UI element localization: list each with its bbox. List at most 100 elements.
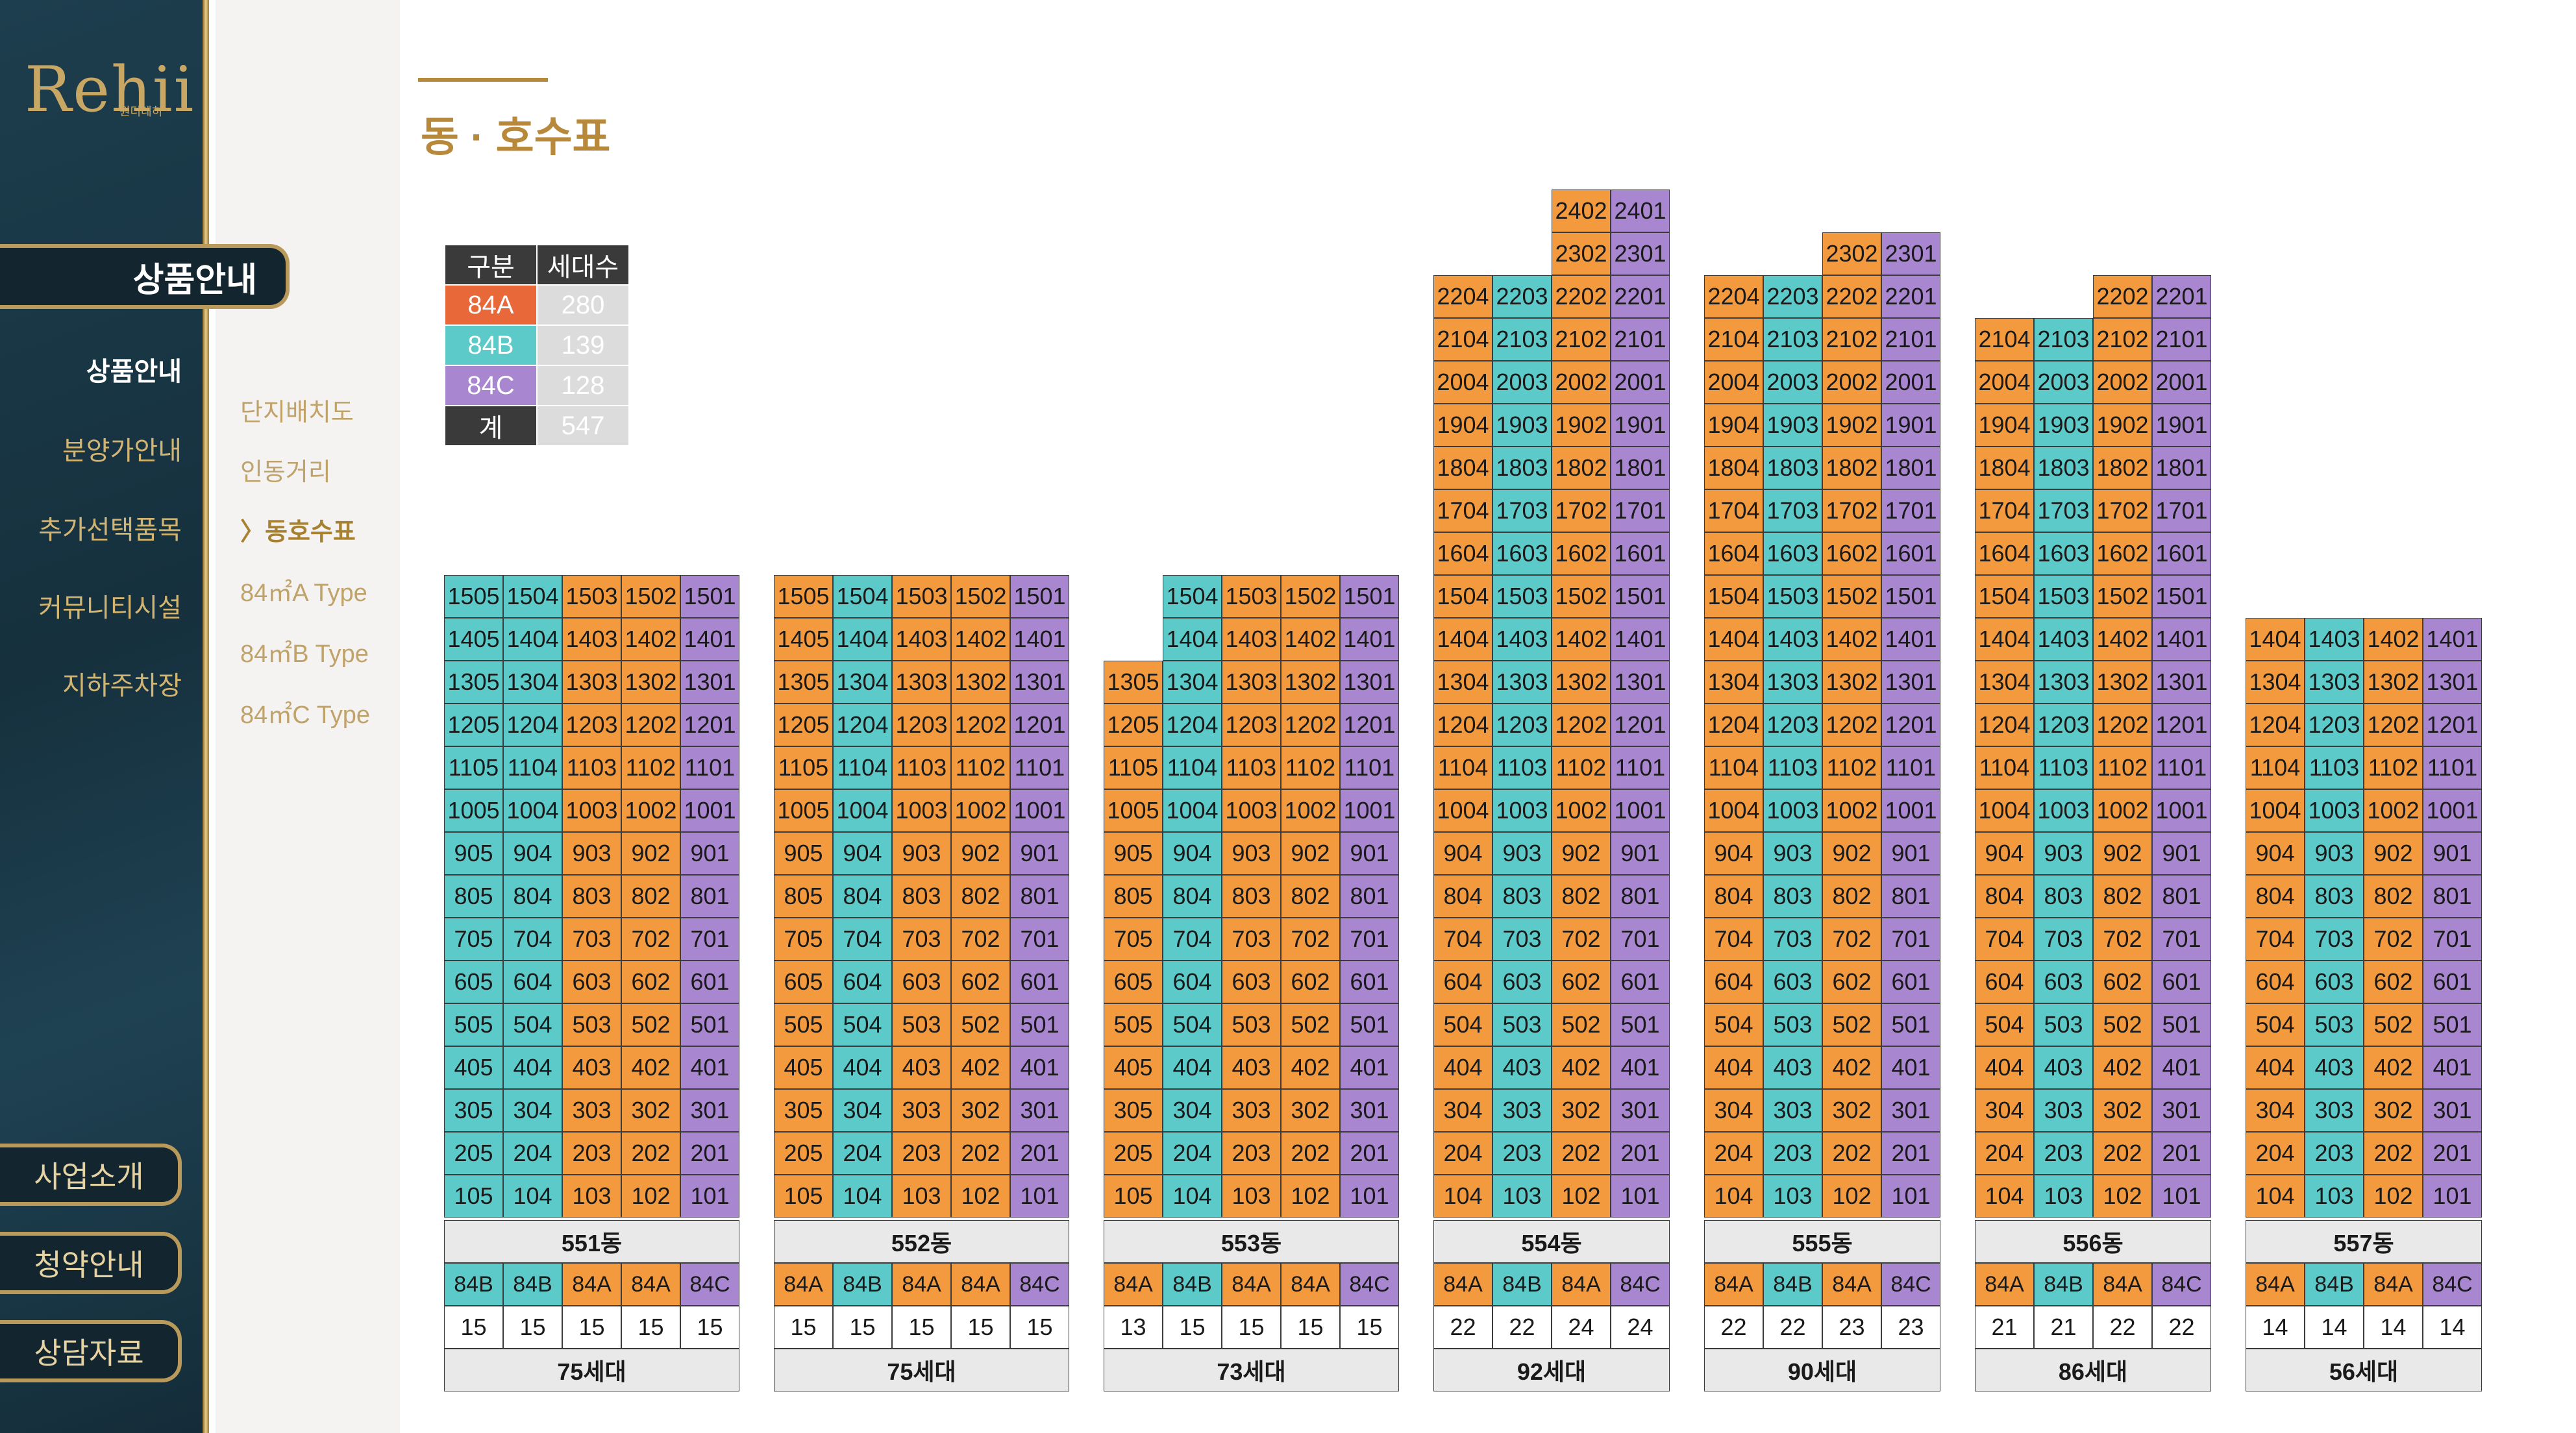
unit-cell: 1004 <box>503 789 562 832</box>
unit-cell: 803 <box>892 875 951 918</box>
building-total: 75세대 <box>444 1349 739 1391</box>
unit-cell: 1203 <box>892 704 951 746</box>
unit-cell: 204 <box>1975 1132 2034 1175</box>
sub-item-84a-type[interactable]: 84㎡A Type <box>240 580 367 607</box>
unit-cell: 2204 <box>1433 275 1492 318</box>
unit-cell: 202 <box>621 1132 680 1175</box>
unit-cell: 604 <box>1433 961 1492 1003</box>
unit-cell: 1204 <box>2246 704 2305 746</box>
unit-count-cell: 14 <box>2364 1306 2423 1349</box>
unit-cell: 504 <box>2246 1003 2305 1046</box>
unit-cell: 1003 <box>562 789 621 832</box>
unit-cell: 501 <box>2152 1003 2211 1046</box>
unit-cell: 1003 <box>1222 789 1281 832</box>
building-name: 554동 <box>1433 1220 1670 1263</box>
unit-cell: 804 <box>1163 875 1222 918</box>
business-intro-button[interactable]: 사업소개 <box>0 1144 182 1206</box>
sub-item-site-plan[interactable]: 단지배치도 <box>240 399 354 426</box>
unit-cell: 703 <box>2305 918 2364 961</box>
menu-item-price-info[interactable]: 분양가안내 <box>62 437 182 465</box>
unit-cell: 2402 <box>1552 190 1611 232</box>
unit-type-cell: 84A <box>951 1263 1010 1306</box>
unit-cell: 1502 <box>621 575 680 618</box>
unit-cell: 903 <box>1492 832 1552 875</box>
unit-cell: 1504 <box>1704 575 1763 618</box>
unit-cell: 503 <box>1763 1003 1822 1046</box>
unit-cell: 1902 <box>1552 404 1611 447</box>
unit-cell: 1604 <box>1975 532 2034 575</box>
unit-cell: 601 <box>2152 961 2211 1003</box>
unit-cell: 1803 <box>2034 447 2093 489</box>
unit-type-cell: 84B <box>833 1263 892 1306</box>
unit-cell: 901 <box>680 832 739 875</box>
unit-cell: 402 <box>2364 1046 2423 1089</box>
unit-cell: 1102 <box>1822 746 1881 789</box>
sub-item-84c-type[interactable]: 84㎡C Type <box>240 702 370 729</box>
brand-logo[interactable]: Rehii <box>25 53 195 126</box>
sub-item-84b-type[interactable]: 84㎡B Type <box>240 641 369 668</box>
unit-cell: 1603 <box>1763 532 1822 575</box>
unit-count-cell: 23 <box>1822 1306 1881 1349</box>
unit-cell: 501 <box>1611 1003 1670 1046</box>
unit-cell: 1503 <box>1492 575 1552 618</box>
unit-cell: 1704 <box>1975 489 2034 532</box>
unit-cell: 301 <box>1010 1089 1069 1132</box>
unit-cell: 1201 <box>1611 704 1670 746</box>
unit-cell: 401 <box>2423 1046 2482 1089</box>
unit-cell: 105 <box>1104 1175 1163 1218</box>
unit-type-cell: 84C <box>680 1263 739 1306</box>
unit-cell: 102 <box>951 1175 1010 1218</box>
subscription-guide-button[interactable]: 청약안내 <box>0 1232 182 1294</box>
unit-type-cell: 84B <box>1492 1263 1552 1306</box>
unit-cell: 1504 <box>1975 575 2034 618</box>
unit-count-cell: 22 <box>1492 1306 1552 1349</box>
unit-cell: 602 <box>621 961 680 1003</box>
unit-cell: 803 <box>1763 875 1822 918</box>
unit-cell: 402 <box>1822 1046 1881 1089</box>
unit-cell: 1501 <box>2152 575 2211 618</box>
unit-cell: 603 <box>2305 961 2364 1003</box>
unit-cell: 703 <box>1492 918 1552 961</box>
unit-cell: 403 <box>892 1046 951 1089</box>
unit-cell: 105 <box>444 1175 503 1218</box>
menu-item-community[interactable]: 커뮤니티시설 <box>38 594 182 622</box>
unit-cell: 803 <box>2305 875 2364 918</box>
unit-cell: 1003 <box>2305 789 2364 832</box>
unit-cell: 1203 <box>562 704 621 746</box>
unit-cell: 1004 <box>2246 789 2305 832</box>
unit-cell: 1804 <box>1975 447 2034 489</box>
unit-cell: 1403 <box>562 618 621 661</box>
unit-count-cell: 14 <box>2423 1306 2482 1349</box>
unit-cell: 1402 <box>1281 618 1340 661</box>
unit-cell: 802 <box>1822 875 1881 918</box>
unit-cell: 1502 <box>1552 575 1611 618</box>
unit-cell: 203 <box>1492 1132 1552 1175</box>
unit-cell: 303 <box>1763 1089 1822 1132</box>
unit-cell: 1301 <box>1611 661 1670 704</box>
unit-count-cell: 15 <box>951 1306 1010 1349</box>
unit-cell: 1103 <box>1763 746 1822 789</box>
unit-cell: 101 <box>1611 1175 1670 1218</box>
consultation-materials-button[interactable]: 상담자료 <box>0 1320 182 1382</box>
unit-cell: 904 <box>833 832 892 875</box>
menu-item-options[interactable]: 추가선택품목 <box>38 516 182 545</box>
unit-cell: 303 <box>1222 1089 1281 1132</box>
unit-cell: 1104 <box>1704 746 1763 789</box>
sub-item-unit-table[interactable]: 〉동호수표 <box>240 519 356 546</box>
menu-item-parking[interactable]: 지하주차장 <box>62 672 182 700</box>
unit-count-cell: 21 <box>2034 1306 2093 1349</box>
unit-type-cell: 84A <box>774 1263 833 1306</box>
sub-item-building-distance[interactable]: 인동거리 <box>240 459 331 486</box>
unit-cell: 1402 <box>621 618 680 661</box>
section-tab-product-info[interactable]: 상품안내 <box>0 244 290 309</box>
menu-item-product-info[interactable]: 상품안내 <box>86 358 182 386</box>
unit-cell: 2101 <box>2152 318 2211 361</box>
unit-cell: 2302 <box>1552 232 1611 275</box>
unit-cell: 301 <box>1611 1089 1670 1132</box>
unit-type-cell: 84A <box>1433 1263 1492 1306</box>
unit-cell: 403 <box>1492 1046 1552 1089</box>
unit-cell: 202 <box>2364 1132 2423 1175</box>
unit-cell: 905 <box>444 832 503 875</box>
unit-cell: 1304 <box>2246 661 2305 704</box>
unit-cell: 1604 <box>1433 532 1492 575</box>
